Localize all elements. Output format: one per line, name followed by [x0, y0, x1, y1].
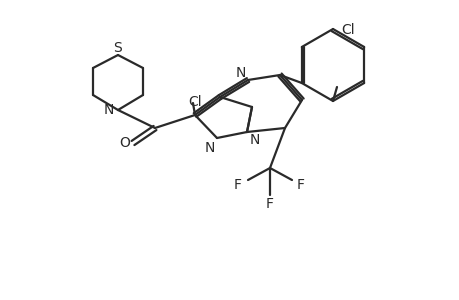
Text: N: N: [104, 103, 114, 117]
Text: Cl: Cl: [341, 23, 354, 37]
Text: N: N: [235, 66, 246, 80]
Text: Cl: Cl: [188, 95, 202, 109]
Text: N: N: [204, 141, 215, 155]
Text: N: N: [249, 133, 260, 147]
Text: O: O: [119, 136, 130, 150]
Text: F: F: [297, 178, 304, 192]
Text: F: F: [234, 178, 241, 192]
Text: F: F: [265, 197, 274, 211]
Text: S: S: [113, 41, 122, 55]
